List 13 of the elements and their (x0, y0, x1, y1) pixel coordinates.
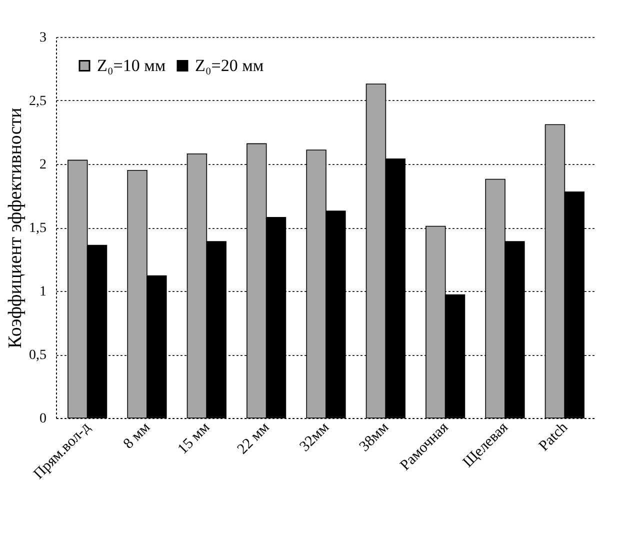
x-tick-label: 22 мм (234, 419, 274, 458)
y-axis-title: Коэффициент эффективности (5, 108, 26, 348)
y-tick-label: 2 (40, 158, 46, 172)
x-tick-label: 15 мм (175, 419, 214, 458)
y-tick-label: 3 (40, 30, 46, 46)
y-tick-label: 0 (40, 412, 46, 426)
legend-label: Z₀=20 мм (195, 56, 264, 75)
y-tick-label: 1 (40, 284, 46, 300)
x-tick-label: 8 мм (120, 419, 154, 452)
y-tick-label: 2,5 (29, 94, 46, 109)
legend-label: Z₀=10 мм (97, 56, 166, 75)
y-tick-label: 1,5 (29, 221, 46, 236)
y-tick-label: 0,5 (29, 348, 46, 363)
